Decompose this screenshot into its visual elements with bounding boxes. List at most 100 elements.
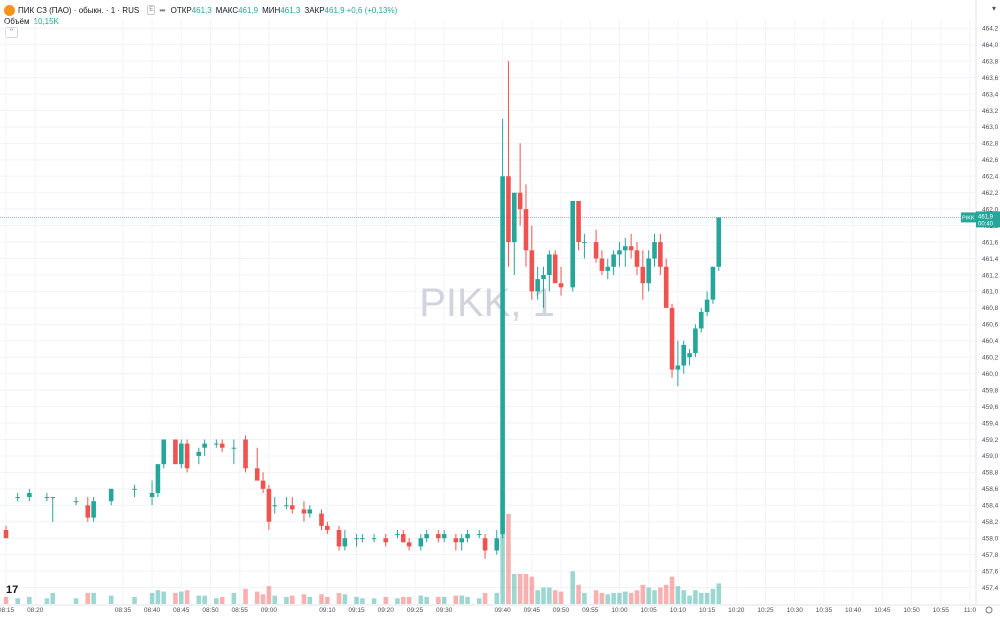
candle-body: [535, 279, 540, 292]
candle-body: [693, 328, 698, 354]
y-tick-label: 461,2: [982, 272, 999, 279]
candle-body: [178, 443, 184, 465]
y-tick-label: 457,4: [982, 585, 999, 592]
volume-bar: [132, 596, 137, 604]
volume-bar: [646, 587, 651, 604]
y-tick-label: 463,8: [982, 58, 999, 65]
x-tick-label: 09:55: [582, 607, 599, 614]
candle-body: [284, 505, 289, 507]
y-tick-label: 462,4: [982, 174, 999, 181]
volume-bar: [289, 595, 295, 604]
candle-body: [675, 365, 681, 370]
candle-body: [646, 258, 651, 284]
y-tick-label: 461,6: [982, 239, 999, 246]
chevron-down-icon[interactable]: ▾: [991, 4, 996, 13]
x-tick-label: 10:10: [670, 607, 687, 614]
gear-icon: [985, 606, 993, 614]
low-value: 461,3: [280, 5, 301, 15]
candle-body: [547, 254, 552, 275]
close-label: ЗАКР: [304, 5, 325, 15]
volume-bar: [552, 590, 558, 604]
candle-body: [360, 538, 365, 540]
y-tick-label: 460,8: [982, 305, 999, 312]
y-tick-label: 458,6: [982, 486, 999, 493]
x-tick-label: 09:50: [553, 607, 570, 614]
candle-body: [710, 266, 716, 300]
volume-bar: [687, 595, 692, 604]
candle-body: [529, 250, 535, 292]
x-tick-label: 10:55: [933, 607, 950, 614]
x-tick-label: 09:10: [319, 607, 336, 614]
x-tick-label: 09:00: [261, 607, 278, 614]
volume-bar: [576, 584, 581, 604]
volume-bar: [693, 590, 698, 604]
candle-body: [184, 443, 190, 469]
last-price-label: 461,9: [978, 214, 994, 220]
more-icon[interactable]: •••: [159, 5, 165, 15]
volume-legend: Объём 10,15K: [4, 17, 59, 26]
volume-bar: [698, 592, 704, 604]
x-tick-label: 09:45: [524, 607, 541, 614]
volume-bar: [266, 586, 272, 604]
candle-body: [231, 447, 237, 449]
volume-bar: [658, 587, 663, 604]
volume-bar: [149, 592, 155, 604]
volume-bar: [214, 598, 219, 604]
volume-bar: [441, 596, 447, 604]
y-tick-label: 462,8: [982, 141, 999, 148]
candle-body: [617, 250, 622, 255]
candle-body: [132, 488, 137, 490]
volume-bar: [284, 596, 289, 604]
x-tick-label: 09:25: [407, 607, 424, 614]
volume-bar: [342, 594, 348, 604]
candle-body: [149, 492, 155, 498]
candle-body: [640, 266, 646, 284]
candle-body: [266, 488, 272, 522]
candle-body: [383, 538, 389, 543]
x-tick-label: 09:30: [436, 607, 453, 614]
x-tick-label: 10:30: [787, 607, 804, 614]
volume-bar: [704, 592, 710, 604]
y-tick-label: 463,2: [982, 108, 999, 115]
volume-bar: [108, 595, 114, 604]
price-ticker-box: [961, 212, 976, 223]
volume-bar: [511, 574, 517, 604]
candle-body: [289, 505, 295, 510]
candle-body: [652, 242, 657, 259]
x-tick-label: 08:20: [27, 607, 44, 614]
volume-bar: [506, 514, 511, 604]
volume-bar: [628, 592, 634, 604]
volume-bar: [535, 590, 540, 604]
volume-bar: [307, 596, 313, 604]
y-tick-label: 462,0: [982, 206, 999, 213]
y-tick-label: 461,0: [982, 289, 999, 296]
x-tick-label: 10:50: [903, 607, 920, 614]
candle-body: [716, 217, 722, 267]
candle-body: [669, 307, 675, 370]
candle-body: [541, 274, 546, 280]
volume-bar: [243, 588, 248, 604]
candle-body: [325, 525, 330, 530]
y-tick-label: 463,4: [982, 91, 999, 98]
volume-bar: [459, 595, 465, 604]
volume-bar: [424, 596, 429, 604]
exchange-badge[interactable]: E: [147, 5, 156, 15]
candle-body: [663, 266, 669, 308]
symbol-title[interactable]: ПИК СЗ (ПАО) · обыкн. · 1 · RUS: [18, 5, 140, 15]
x-tick-label: 08:50: [202, 607, 219, 614]
volume-bar: [178, 591, 184, 604]
candle-body: [436, 534, 441, 539]
x-tick-label: 09:40: [494, 607, 511, 614]
y-tick-label: 458,2: [982, 519, 999, 526]
volume-bar: [541, 587, 546, 604]
volume-bar: [155, 590, 161, 604]
volume-bar: [85, 592, 91, 604]
candle-body: [243, 439, 248, 469]
candle-body: [196, 451, 202, 456]
chart-legend: ПИК СЗ (ПАО) · обыкн. · 1 · RUS E ••• ОТ…: [4, 3, 399, 17]
candle-body: [441, 534, 447, 539]
x-tick-label: 08:15: [0, 607, 15, 614]
volume-bar: [231, 592, 237, 604]
candle-body: [704, 299, 710, 312]
